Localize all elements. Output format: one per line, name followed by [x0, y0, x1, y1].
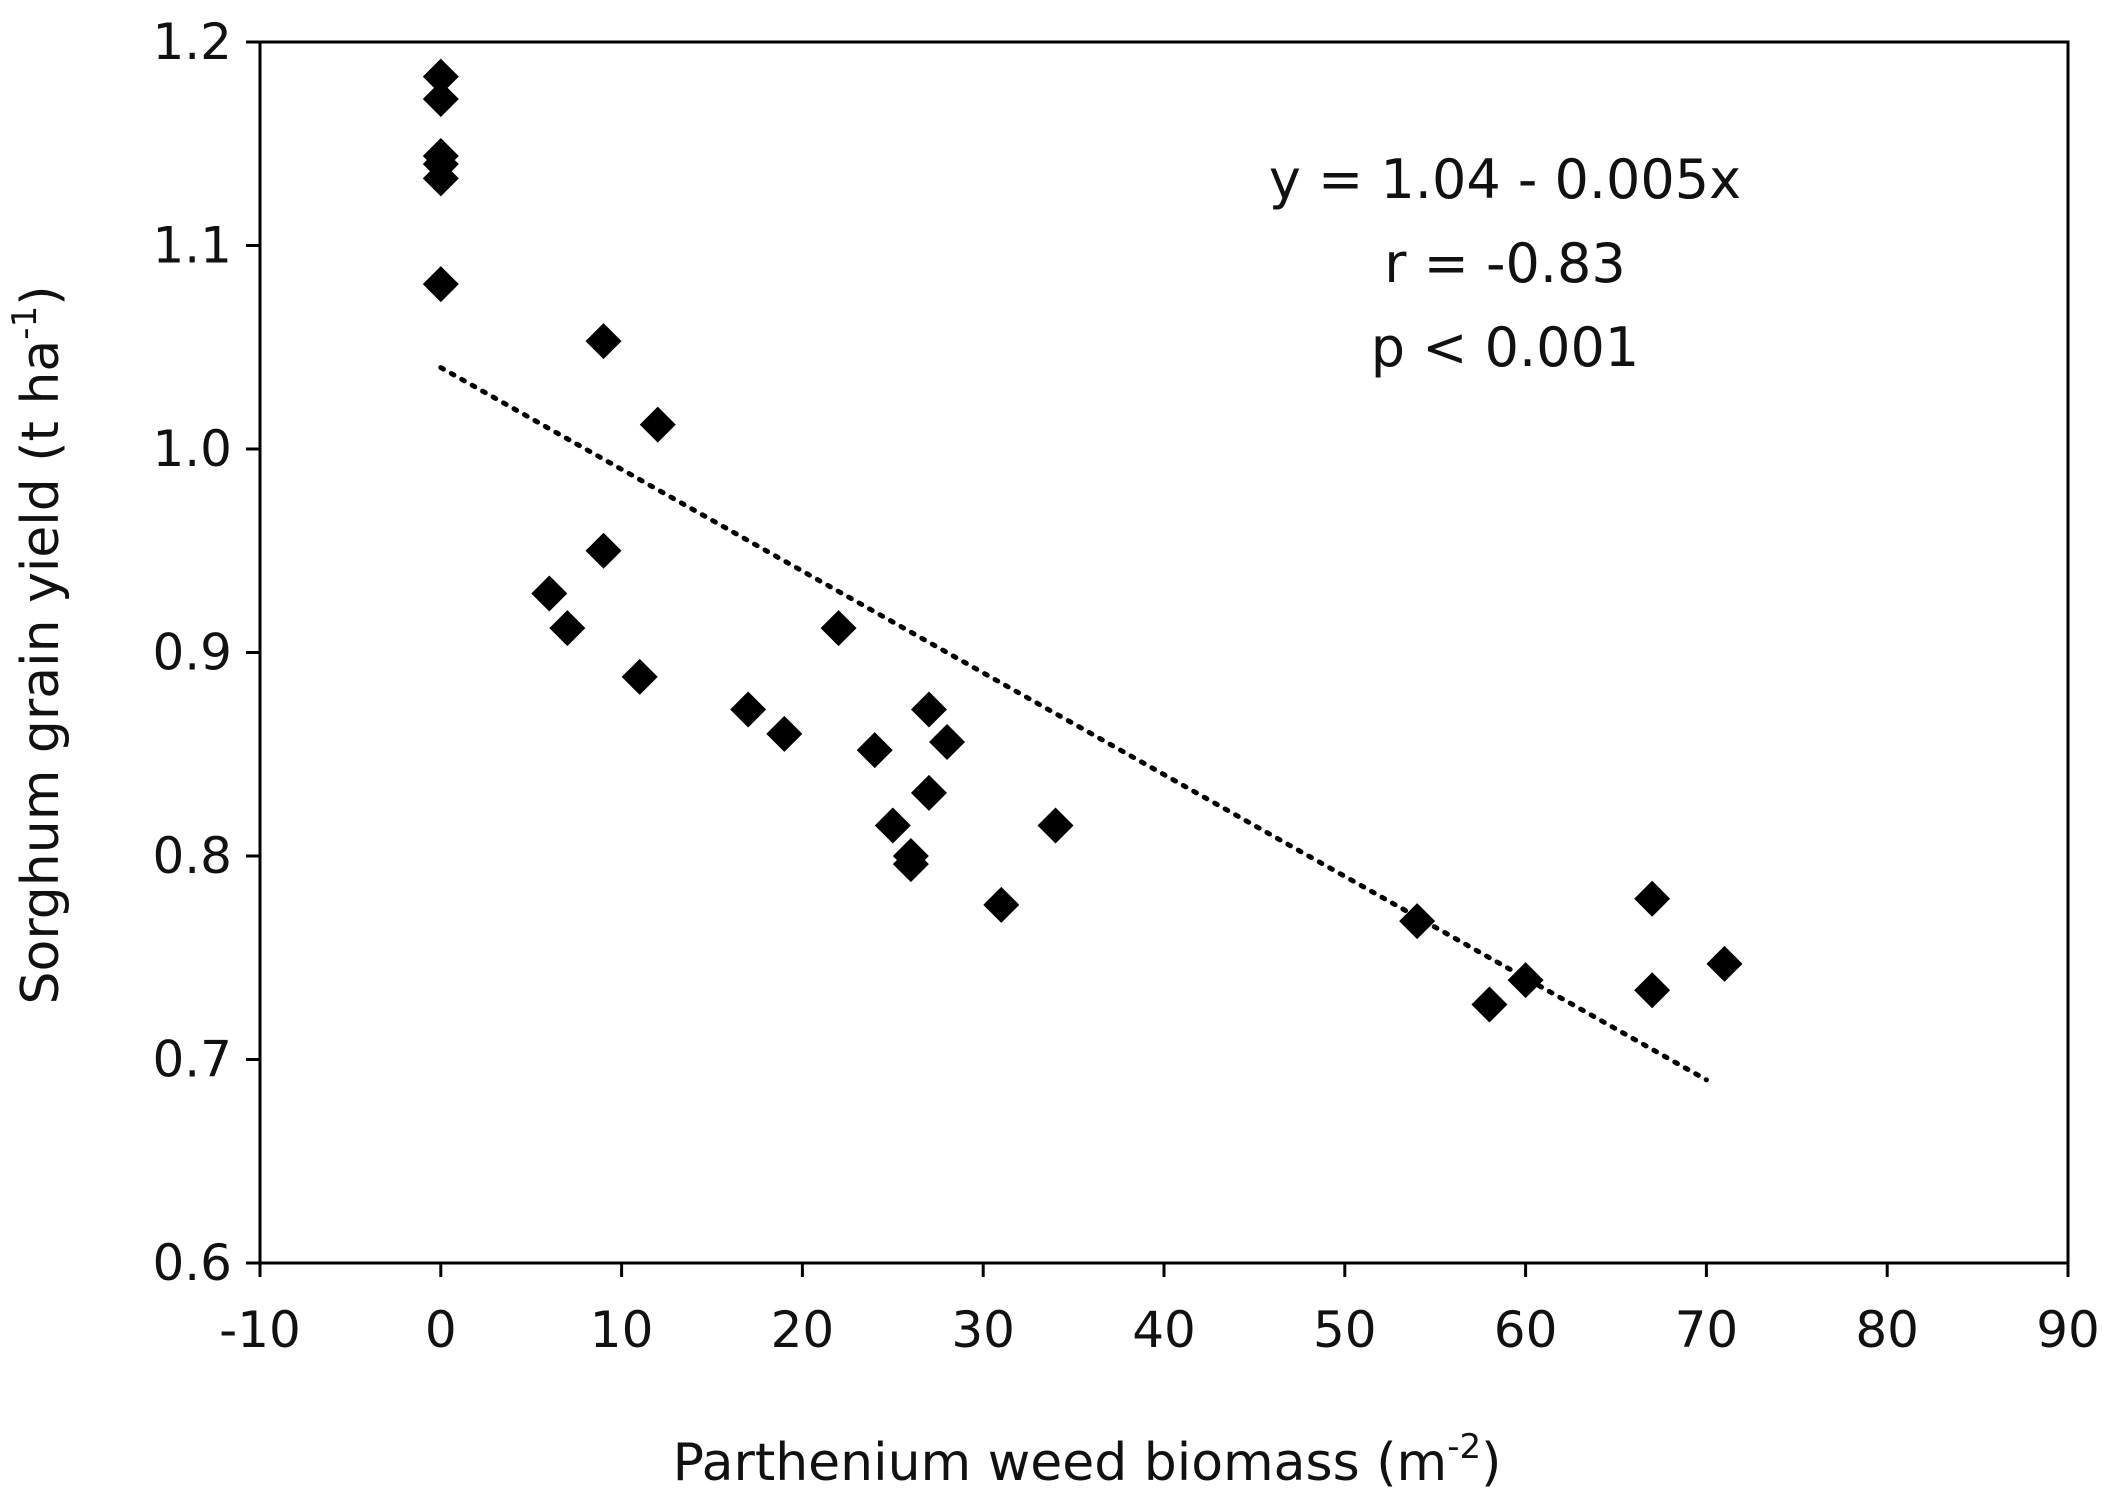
p-value-annotation: p < 0.001 [1371, 316, 1639, 379]
x-tick-label-10: 90 [2036, 1301, 2100, 1359]
x-tick-label-5: 40 [1132, 1301, 1196, 1359]
x-tick-label-4: 30 [951, 1301, 1015, 1359]
x-tick-label-9: 80 [1855, 1301, 1919, 1359]
equation-annotation: y = 1.04 - 0.005x [1269, 148, 1741, 211]
data-point-0 [422, 58, 459, 95]
y-tick-label-4: 1.0 [152, 420, 232, 478]
data-point-21 [929, 724, 966, 761]
data-point-24 [1399, 903, 1436, 940]
data-point-25 [1471, 986, 1508, 1023]
data-point-11 [639, 406, 676, 443]
data-points [422, 58, 1743, 1023]
y-tick-label-6: 1.2 [152, 13, 232, 71]
x-axis-ticks: -10 0 10 20 30 40 50 60 70 80 90 [219, 1263, 2100, 1359]
data-point-7 [549, 610, 586, 647]
y-axis-title-main: Sorghum grain yield (t ha [11, 340, 71, 1005]
data-point-18 [892, 846, 929, 883]
y-tick-label-2: 0.8 [152, 827, 232, 885]
data-point-4 [422, 160, 459, 197]
x-tick-label-1: 0 [425, 1301, 457, 1359]
x-tick-label-7: 60 [1494, 1301, 1558, 1359]
data-point-12 [730, 691, 767, 728]
y-tick-label-3: 0.9 [152, 624, 232, 682]
data-point-29 [1706, 945, 1743, 982]
data-point-16 [874, 807, 911, 844]
data-point-1 [422, 80, 459, 117]
data-point-26 [1507, 962, 1544, 999]
x-axis-title-tail: ) [1481, 1433, 1501, 1493]
data-point-15 [856, 732, 893, 769]
x-tick-label-6: 50 [1313, 1301, 1377, 1359]
y-tick-label-1: 0.7 [152, 1031, 232, 1089]
y-axis-title-superscript: -1 [5, 306, 45, 340]
data-point-20 [910, 774, 947, 811]
data-point-10 [621, 658, 658, 695]
data-point-14 [820, 610, 857, 647]
x-axis-title-superscript: -2 [1447, 1427, 1481, 1467]
data-point-6 [531, 575, 568, 612]
x-tick-label-3: 20 [771, 1301, 835, 1359]
data-point-9 [585, 532, 622, 569]
y-axis-title-tail: ) [11, 285, 71, 305]
trendline [438, 365, 1709, 1083]
correlation-annotation: r = -0.83 [1384, 232, 1626, 295]
y-tick-label-0: 0.6 [152, 1234, 232, 1292]
x-axis-title: Parthenium weed biomass (m-2) [673, 1427, 1502, 1493]
data-point-5 [422, 266, 459, 303]
data-point-22 [983, 886, 1020, 923]
x-tick-label-8: 70 [1675, 1301, 1739, 1359]
data-point-8 [585, 323, 622, 360]
data-point-19 [910, 691, 947, 728]
data-point-28 [1634, 972, 1671, 1009]
x-axis-title-main: Parthenium weed biomass (m [673, 1433, 1448, 1493]
x-tick-label-2: 10 [590, 1301, 654, 1359]
data-point-23 [1037, 807, 1074, 844]
data-point-13 [766, 715, 803, 752]
x-tick-label-0: -10 [219, 1301, 301, 1359]
y-axis-title: Sorghum grain yield (t ha-1) [5, 285, 71, 1004]
y-tick-label-5: 1.1 [152, 217, 232, 275]
data-point-27 [1634, 880, 1671, 917]
y-axis-ticks: 0.6 0.7 0.8 0.9 1.0 1.1 1.2 [152, 13, 260, 1292]
